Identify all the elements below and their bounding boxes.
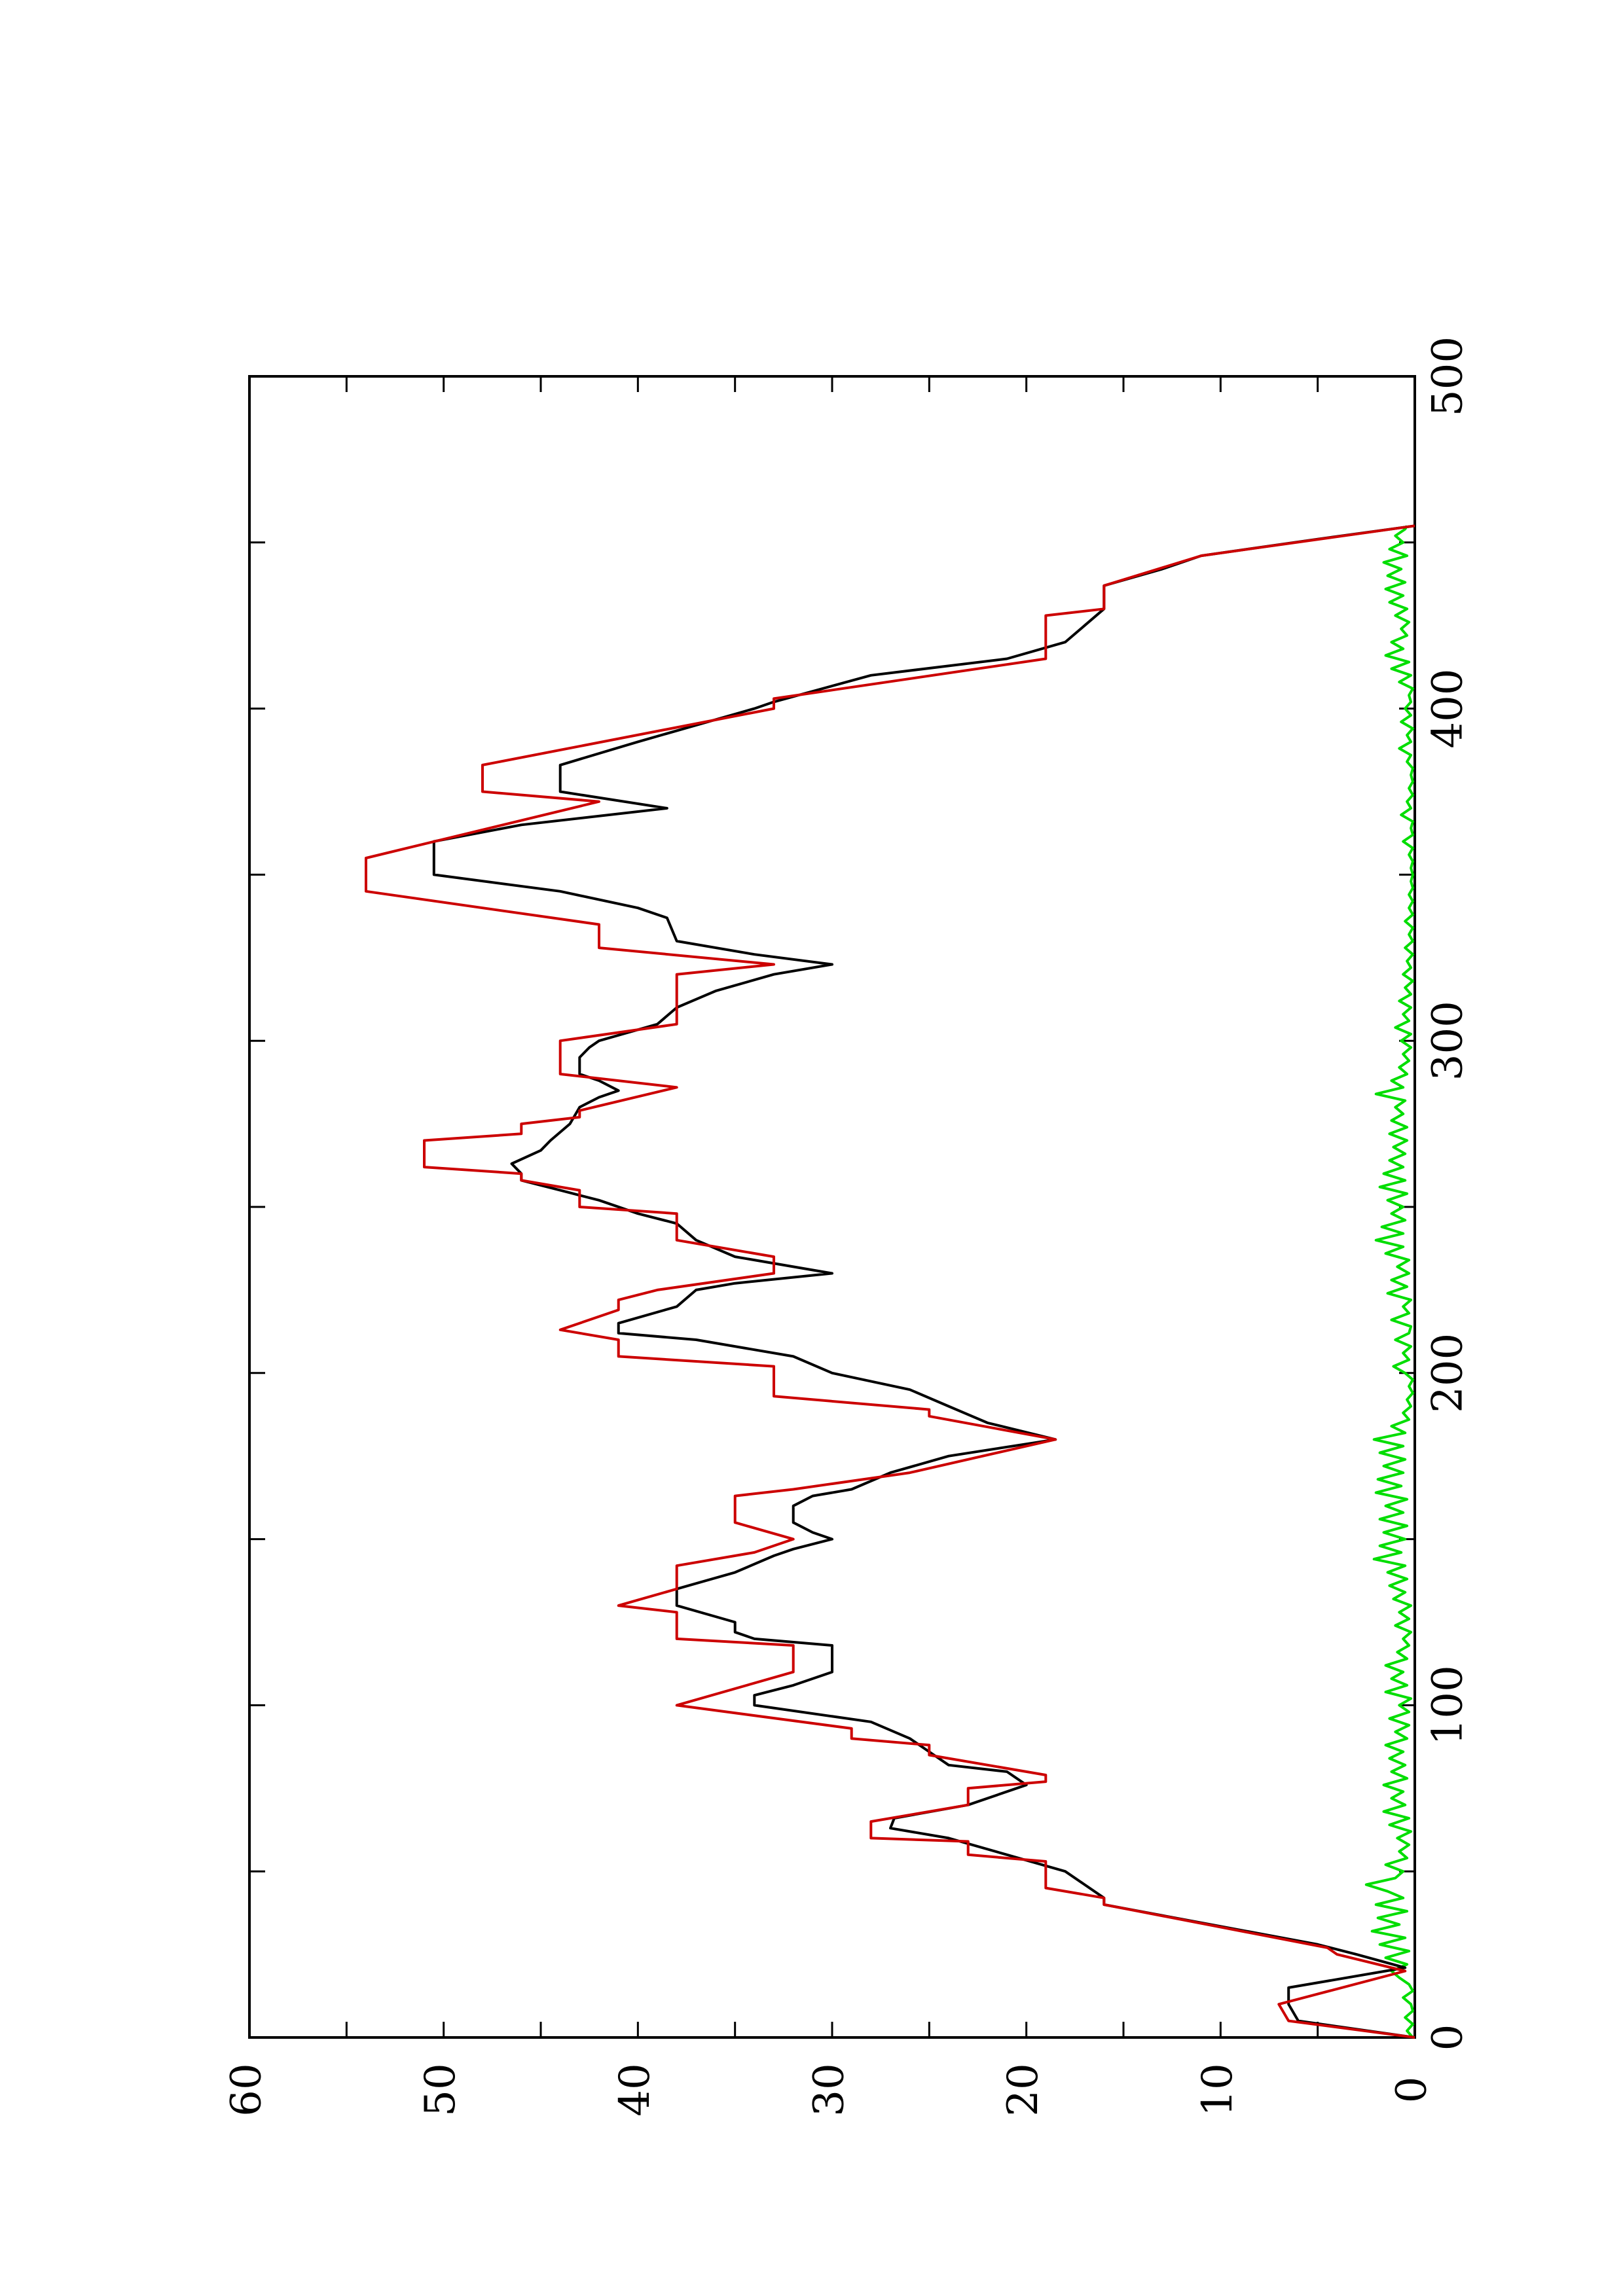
y-tick-label: 60 bbox=[223, 2063, 271, 2116]
y-tick-label: 10 bbox=[1194, 2063, 1242, 2116]
series-line-green bbox=[1364, 525, 1414, 2039]
x-tick-label: 400 bbox=[1424, 669, 1472, 749]
y-tick-label: 0 bbox=[1388, 2077, 1436, 2104]
x-tick-label: 300 bbox=[1424, 1001, 1472, 1081]
y-tick-label: 50 bbox=[416, 2063, 465, 2116]
axis-ticks bbox=[248, 375, 1416, 2039]
y-tick-label: 40 bbox=[611, 2063, 659, 2116]
series-line-red bbox=[365, 524, 1415, 2039]
y-tick-label: 30 bbox=[805, 2063, 854, 2116]
y-tick-label: 20 bbox=[999, 2063, 1048, 2116]
x-tick-label: 0 bbox=[1424, 2024, 1472, 2051]
tick-labels: 0 100 200 300 400 500 0 10 20 30 40 50 60 bbox=[223, 336, 1472, 2117]
x-tick-label: 200 bbox=[1424, 1333, 1472, 1413]
series-line-black bbox=[432, 524, 1415, 2039]
series-layer bbox=[365, 524, 1415, 2039]
x-tick-label: 500 bbox=[1424, 336, 1472, 416]
plot-frame bbox=[248, 375, 1416, 2039]
x-tick-label: 100 bbox=[1424, 1665, 1472, 1745]
